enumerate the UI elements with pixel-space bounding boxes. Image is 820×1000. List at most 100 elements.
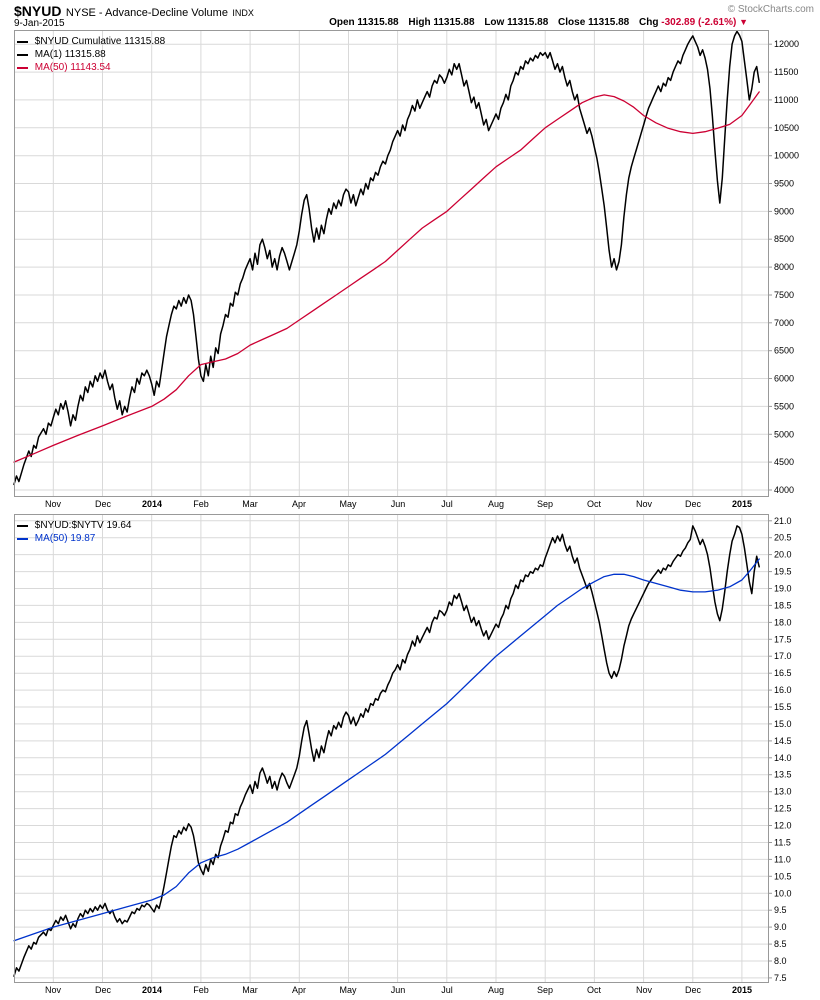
y-axis-tick-label: 18.5: [774, 600, 792, 610]
x-axis-label: Nov: [44, 499, 62, 509]
symbol-name: NYSE - Advance-Decline Volume: [65, 7, 228, 19]
y-axis-tick-label: 6500: [774, 346, 794, 356]
y-axis-tick-label: 9.5: [774, 905, 787, 915]
x-axis-top-panel: Nov Dec 2014 Feb Mar Apr May Jun Jul Aug Sep Oct Nov…: [0, 498, 820, 514]
y-axis-tick-label: 7.5: [774, 973, 787, 983]
x-axis-label: Nov: [635, 985, 653, 995]
price-panel-legend: $NYUD Cumulative 11315.88 MA(1) 11315.88…: [17, 35, 165, 74]
high-value: 11315.88: [433, 17, 475, 28]
y-axis-tick-label: 6000: [774, 374, 794, 384]
x-axis-label: Apr: [291, 985, 307, 995]
x-axis-label: Nov: [635, 499, 653, 509]
x-axis-label: Sep: [536, 499, 554, 509]
open-label: Open: [329, 17, 355, 28]
y-axis-tick-label: 16.5: [774, 668, 792, 678]
x-axis-label: Oct: [586, 499, 602, 509]
x-axis-label: Aug: [487, 499, 505, 509]
down-triangle-icon: ▼: [739, 17, 748, 27]
y-axis-tick-label: 12.0: [774, 821, 792, 831]
legend-label: $NYUD:$NYTV 19.64: [34, 520, 132, 531]
x-axis-label: Jun: [390, 499, 406, 509]
nyud-cumulative-line: [13, 30, 760, 486]
x-axis-label: Dec: [94, 499, 112, 509]
y-axis-tick-label: 5500: [774, 401, 794, 411]
y-axis-tick-label: 11500: [774, 67, 798, 77]
low-label: Low: [484, 17, 505, 28]
y-axis-tick-label: 9.0: [774, 922, 787, 932]
ratio-panel-legend: $NYUD:$NYTV 19.64 MA(50) 19.87: [17, 519, 132, 545]
low-value: 11315.88: [507, 17, 549, 28]
exchange-tag: INDX: [232, 8, 254, 18]
high-label: High: [408, 17, 431, 28]
x-axis-label: Oct: [586, 985, 602, 995]
chart-date: 9-Jan-2015: [14, 18, 65, 29]
y-axis-tick-label: 17.0: [774, 651, 792, 661]
y-axis-tick-label: 10000: [774, 151, 799, 161]
legend-item: $NYUD Cumulative 11315.88: [17, 35, 165, 48]
y-axis-tick-label: 9000: [774, 206, 794, 216]
x-axis-label: Jun: [390, 985, 406, 995]
y-axis-tick-label: 10.5: [774, 871, 792, 881]
y-axis-tick-label: 10500: [774, 123, 799, 133]
plot-border: [14, 30, 769, 497]
y-axis-tick-label: 12000: [774, 39, 799, 49]
plot-border: [14, 514, 769, 983]
stockcharts-credit: © StockCharts.com: [727, 4, 814, 15]
y-axis-tick-label: 20.0: [774, 550, 792, 560]
y-axis-tick-label: 17.5: [774, 634, 792, 644]
y-axis-tick-label: 15.0: [774, 719, 792, 729]
y-axis-tick-label: 4000: [774, 485, 794, 495]
chg-value: -302.89 (-2.61%): [661, 17, 737, 28]
x-axis-label: 2014: [141, 985, 163, 995]
y-axis-tick-label: 7500: [774, 290, 794, 300]
y-axis-tick-label: 14.5: [774, 736, 792, 746]
legend-item: MA(50) 11143.54: [17, 61, 165, 74]
x-axis-label: May: [339, 499, 357, 509]
price-series-swatch: [17, 40, 28, 43]
x-axis-label: Aug: [487, 985, 505, 995]
y-axis-tick-label: 7000: [774, 318, 794, 328]
price-panel-chart: 4000 4500 5000 5500 6000 6500 7000 7500 8000 8500…: [13, 30, 799, 497]
x-axis-label: 2014: [141, 499, 163, 509]
x-axis-label: May: [339, 985, 357, 995]
close-value: 11315.88: [588, 17, 630, 28]
ma50-series-swatch: [17, 66, 28, 69]
y-axis-tick-label: 11000: [774, 95, 798, 105]
y-axis-tick-label: 9500: [774, 179, 794, 189]
symbol: $NYUD: [14, 3, 62, 19]
legend-item: MA(1) 11315.88: [17, 48, 165, 61]
legend-item: $NYUD:$NYTV 19.64: [17, 519, 132, 532]
x-axis-label: Dec: [684, 499, 702, 509]
x-axis-label: Mar: [242, 499, 258, 509]
y-axis-tick-label: 13.5: [774, 770, 792, 780]
ma1-series-swatch: [17, 53, 28, 56]
y-axis-tick-label: 8000: [774, 262, 794, 272]
chg-label: Chg: [639, 17, 659, 28]
y-axis-tick-label: 19.0: [774, 584, 792, 594]
legend-label: MA(50) 19.87: [34, 533, 96, 544]
y-axis-tick-label: 11.0: [774, 854, 791, 864]
y-axis-tick-label: 21.0: [774, 516, 792, 526]
quote-summary: Open 11315.88 High 11315.88 Low 11315.88…: [322, 17, 748, 28]
close-label: Close: [558, 17, 586, 28]
ratio-panel-chart: 7.5 8.0 8.5 9.0 9.5 10.0 10.5 11.0 11.5 12.0 12.5 1…: [13, 514, 792, 983]
x-axis-label: Jul: [441, 985, 453, 995]
x-axis-label: Apr: [291, 499, 307, 509]
x-axis-label: Jul: [441, 499, 453, 509]
x-axis-label: Feb: [193, 985, 209, 995]
y-axis-tick-label: 14.0: [774, 753, 792, 763]
y-axis-tick-label: 4500: [774, 457, 794, 467]
open-value: 11315.88: [357, 17, 399, 28]
y-axis-tick-label: 18.0: [774, 617, 792, 627]
x-axis-label: Nov: [44, 985, 62, 995]
x-axis-label: Feb: [193, 499, 209, 509]
ma50-blue-line: [13, 558, 760, 942]
y-axis-tick-label: 13.0: [774, 787, 792, 797]
x-axis-label: 2015: [731, 499, 753, 509]
ratio-series-swatch: [17, 524, 28, 527]
legend-label: MA(1) 11315.88: [34, 49, 106, 60]
y-axis-tick-label: 19.5: [774, 567, 792, 577]
x-axis-label: Sep: [536, 985, 554, 995]
y-axis-tick-label: 20.5: [774, 533, 792, 543]
x-axis-label: Dec: [94, 985, 112, 995]
